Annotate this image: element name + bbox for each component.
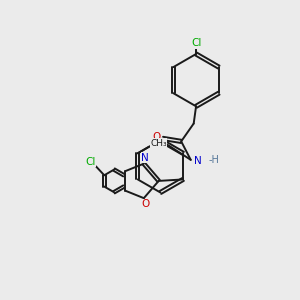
Text: N: N bbox=[194, 156, 202, 166]
Text: O: O bbox=[153, 132, 161, 142]
Text: Cl: Cl bbox=[85, 157, 96, 166]
Text: CH₃: CH₃ bbox=[150, 139, 167, 148]
Text: Cl: Cl bbox=[191, 38, 201, 48]
Text: O: O bbox=[141, 199, 149, 209]
Text: -H: -H bbox=[208, 155, 219, 165]
Text: N: N bbox=[141, 153, 149, 163]
